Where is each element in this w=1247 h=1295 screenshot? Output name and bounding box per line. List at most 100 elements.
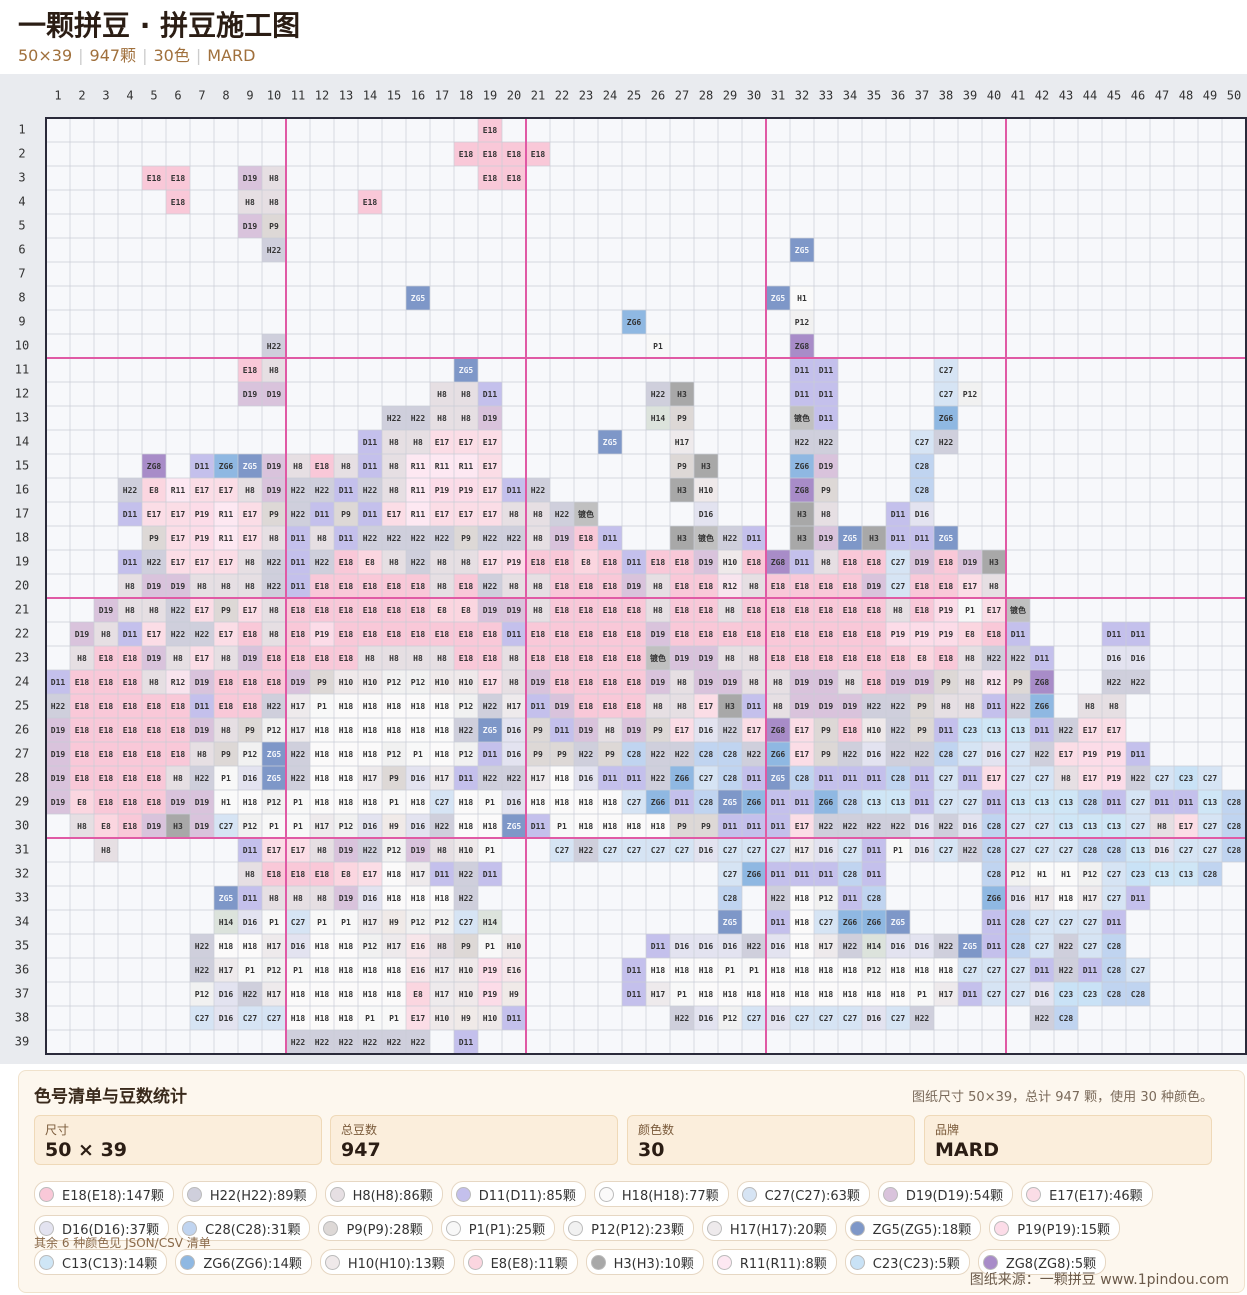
bead-code: C27 (1035, 918, 1050, 927)
bead-code: C27 (747, 1014, 762, 1023)
bead-code: H18 (435, 702, 450, 711)
bead-code: E18 (459, 630, 474, 639)
bead (502, 574, 526, 598)
bead-code: D19 (51, 726, 66, 735)
bead-code: H22 (411, 1038, 426, 1047)
row-label: 22 (15, 627, 29, 641)
bead-code: C27 (555, 846, 570, 855)
bead (1126, 958, 1150, 982)
bead-code: H8 (173, 774, 183, 783)
bead-code: ZG5 (939, 534, 954, 543)
bead-code: E18 (555, 606, 570, 615)
bead (910, 1006, 934, 1030)
bead (790, 910, 814, 934)
bead (406, 958, 430, 982)
bead-code: H17 (315, 822, 330, 831)
bead-code: H22 (483, 534, 498, 543)
bead-code: H18 (579, 798, 594, 807)
bead (934, 670, 958, 694)
bead (238, 358, 262, 382)
bead-code: E18 (843, 654, 858, 663)
bead (334, 886, 358, 910)
bead-code: D19 (267, 486, 282, 495)
bead (670, 742, 694, 766)
bead (886, 766, 910, 790)
bead (1126, 982, 1150, 1006)
bead (430, 502, 454, 526)
row-label: 16 (15, 483, 29, 497)
bead-code: D11 (867, 774, 882, 783)
bead-code: D11 (291, 582, 306, 591)
bead-code: H8 (173, 654, 183, 663)
bead (430, 526, 454, 550)
bead (286, 838, 310, 862)
bead-code: E18 (147, 750, 162, 759)
bead-code: C27 (1203, 846, 1218, 855)
column-label: 26 (651, 89, 665, 103)
bead (166, 718, 190, 742)
bead (478, 766, 502, 790)
bead (598, 838, 622, 862)
bead (598, 430, 622, 454)
bead-code: D11 (123, 510, 138, 519)
bead (310, 502, 334, 526)
bead (478, 598, 502, 622)
bead (910, 502, 934, 526)
bead (790, 718, 814, 742)
bead-code: D11 (507, 486, 522, 495)
bead-code: P9 (677, 462, 687, 471)
bead (718, 958, 742, 982)
bead (934, 718, 958, 742)
bead-code: C28 (723, 894, 738, 903)
bead (814, 502, 838, 526)
bead-code: H22 (171, 606, 186, 615)
bead-code: C27 (699, 774, 714, 783)
bead (334, 694, 358, 718)
color-chip: H10(H10):13颗 (319, 1249, 455, 1275)
bead-code: D19 (915, 558, 930, 567)
bead (958, 646, 982, 670)
bead-code: H1 (1061, 870, 1071, 879)
bead (334, 814, 358, 838)
bead-code: H10 (459, 846, 474, 855)
bead-code: D16 (891, 942, 906, 951)
bead-code: H10 (507, 942, 522, 951)
bead (622, 622, 646, 646)
bead-code: E18 (819, 630, 834, 639)
bead-code: H18 (339, 966, 354, 975)
bead-code: H8 (821, 558, 831, 567)
bead (982, 694, 1006, 718)
bead (118, 766, 142, 790)
swatch (882, 1186, 898, 1202)
bead-code: H18 (315, 966, 330, 975)
bead-code: H18 (339, 774, 354, 783)
bead (1006, 790, 1030, 814)
chip-label: P19(P19):15颗 (1017, 1222, 1111, 1238)
bead-code: H17 (363, 774, 378, 783)
bead (214, 478, 238, 502)
bead (190, 982, 214, 1006)
bead (310, 838, 334, 862)
bead (238, 670, 262, 694)
bead (862, 550, 886, 574)
bead-code: C27 (1203, 822, 1218, 831)
bead (454, 694, 478, 718)
bead (334, 646, 358, 670)
bead (166, 670, 190, 694)
bead-code: H18 (579, 822, 594, 831)
bead-code: C27 (1011, 822, 1026, 831)
row-label: 37 (15, 987, 29, 1001)
bead (1030, 718, 1054, 742)
bead-code: C27 (963, 966, 978, 975)
bead (622, 766, 646, 790)
bead (958, 598, 982, 622)
bead-code: E18 (411, 606, 426, 615)
bead (886, 502, 910, 526)
bead (982, 982, 1006, 1006)
bead (718, 742, 742, 766)
bead-code: E18 (819, 654, 834, 663)
bead (718, 670, 742, 694)
bead (862, 622, 886, 646)
bead (814, 478, 838, 502)
bead-code: E18 (747, 558, 762, 567)
